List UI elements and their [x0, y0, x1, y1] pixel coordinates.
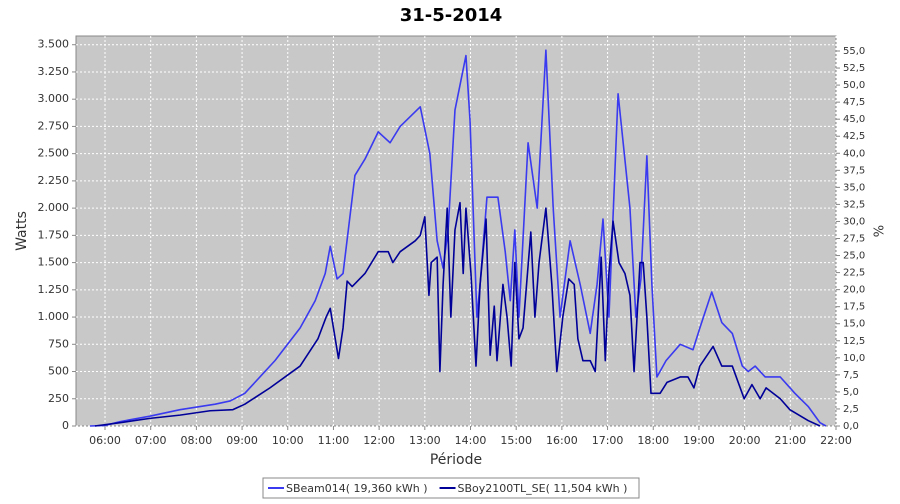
x-tick-label: 10:00 — [272, 434, 304, 447]
y2-tick-label: 15,0 — [843, 319, 865, 330]
y2-tick-label: 2,5 — [843, 404, 859, 415]
y2-tick-label: 45,0 — [843, 114, 865, 125]
y2-tick-label: 20,0 — [843, 285, 865, 296]
y2-tick-label: 25,0 — [843, 251, 865, 262]
y2-tick-label: 35,0 — [843, 182, 865, 193]
y-tick-label: 1.000 — [38, 310, 70, 323]
x-tick-label: 17:00 — [592, 434, 624, 447]
x-tick-label: 13:00 — [409, 434, 441, 447]
y-tick-label: 1.500 — [38, 256, 70, 269]
x-tick-label: 22:00 — [820, 434, 852, 447]
chart-title: 31-5-2014 — [400, 5, 503, 26]
y2-tick-label: 22,5 — [843, 268, 865, 279]
y2-tick-label: 42,5 — [843, 131, 865, 142]
y2-tick-label: 17,5 — [843, 302, 865, 313]
y2-tick-label: 55,0 — [843, 46, 865, 57]
x-tick-label: 12:00 — [363, 434, 395, 447]
x-axis-title: Période — [430, 452, 482, 468]
y-tick-label: 750 — [48, 337, 69, 350]
y2-tick-label: 0,0 — [843, 421, 859, 432]
y2-tick-label: 27,5 — [843, 234, 865, 245]
y-tick-label: 2.250 — [38, 174, 70, 187]
y2-tick-label: 7,5 — [843, 370, 859, 381]
y-axis-title: Watts — [14, 211, 30, 251]
y2-tick-label: 50,0 — [843, 80, 865, 91]
x-tick-label: 09:00 — [226, 434, 258, 447]
series-line — [89, 49, 827, 427]
y2-tick-label: 5,0 — [843, 387, 859, 398]
y-tick-label: 1.250 — [38, 283, 70, 296]
y-tick-label: 2.500 — [38, 147, 70, 160]
x-tick-label: 11:00 — [318, 434, 350, 447]
x-tick-label: 06:00 — [89, 434, 121, 447]
y-tick-label: 0 — [62, 419, 69, 432]
y2-tick-label: 30,0 — [843, 216, 865, 227]
x-tick-label: 19:00 — [683, 434, 715, 447]
legend-label: SBeam014( 19,360 kWh ) — [286, 482, 428, 495]
y-tick-label: 250 — [48, 392, 69, 405]
y-tick-label: 2.000 — [38, 201, 70, 214]
y2-tick-label: 52,5 — [843, 63, 865, 74]
x-tick-label: 08:00 — [181, 434, 213, 447]
y-tick-label: 3.500 — [38, 38, 70, 51]
y2-axis-title: % — [873, 225, 888, 237]
y2-tick-label: 47,5 — [843, 97, 865, 108]
legend-label: SBoy2100TL_SE( 11,504 kWh ) — [458, 482, 628, 495]
y2-tick-label: 37,5 — [843, 165, 865, 176]
y-tick-label: 3.250 — [38, 65, 70, 78]
y-tick-label: 3.000 — [38, 92, 70, 105]
x-tick-label: 16:00 — [546, 434, 578, 447]
x-tick-label: 20:00 — [729, 434, 761, 447]
x-tick-label: 07:00 — [135, 434, 167, 447]
series-line — [94, 201, 821, 427]
y2-tick-label: 40,0 — [843, 148, 865, 159]
y2-tick-label: 32,5 — [843, 199, 865, 210]
y-tick-label: 1.750 — [38, 228, 70, 241]
plot-area — [75, 35, 837, 427]
x-tick-label: 21:00 — [774, 434, 806, 447]
y-tick-label: 500 — [48, 365, 69, 378]
y2-tick-label: 10,0 — [843, 353, 865, 364]
x-tick-label: 15:00 — [500, 434, 532, 447]
y2-tick-label: 12,5 — [843, 336, 865, 347]
x-tick-label: 14:00 — [455, 434, 487, 447]
y-tick-label: 2.750 — [38, 119, 70, 132]
x-tick-label: 18:00 — [637, 434, 669, 447]
